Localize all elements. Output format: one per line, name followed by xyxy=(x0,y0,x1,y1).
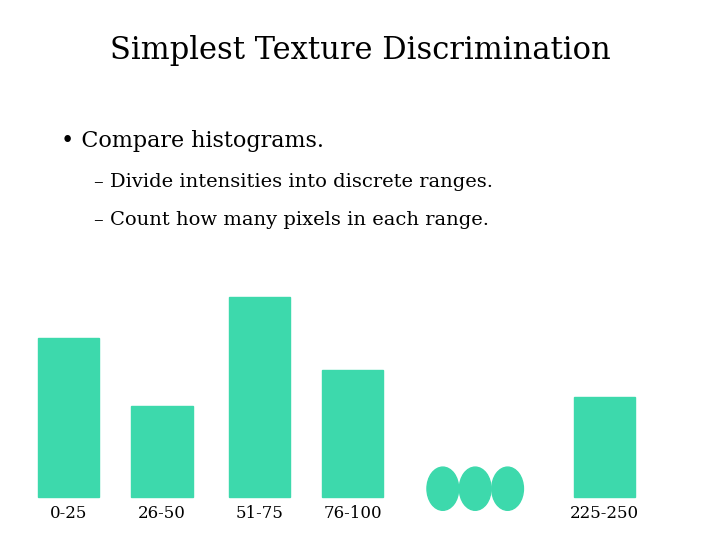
Bar xyxy=(323,370,383,497)
Ellipse shape xyxy=(459,467,491,510)
Text: – Count how many pixels in each range.: – Count how many pixels in each range. xyxy=(94,211,489,228)
Text: • Compare histograms.: • Compare histograms. xyxy=(61,130,324,152)
Bar xyxy=(37,338,99,497)
Bar xyxy=(229,297,289,497)
Ellipse shape xyxy=(492,467,523,510)
Text: 76-100: 76-100 xyxy=(323,505,382,522)
Text: – Divide intensities into discrete ranges.: – Divide intensities into discrete range… xyxy=(94,173,492,191)
Text: 26-50: 26-50 xyxy=(138,505,186,522)
Text: Simplest Texture Discrimination: Simplest Texture Discrimination xyxy=(109,35,611,66)
Text: 51-75: 51-75 xyxy=(235,505,283,522)
Text: 225-250: 225-250 xyxy=(570,505,639,522)
Text: 0-25: 0-25 xyxy=(50,505,87,522)
Ellipse shape xyxy=(427,467,459,510)
Bar xyxy=(132,406,193,497)
Bar xyxy=(575,397,635,497)
